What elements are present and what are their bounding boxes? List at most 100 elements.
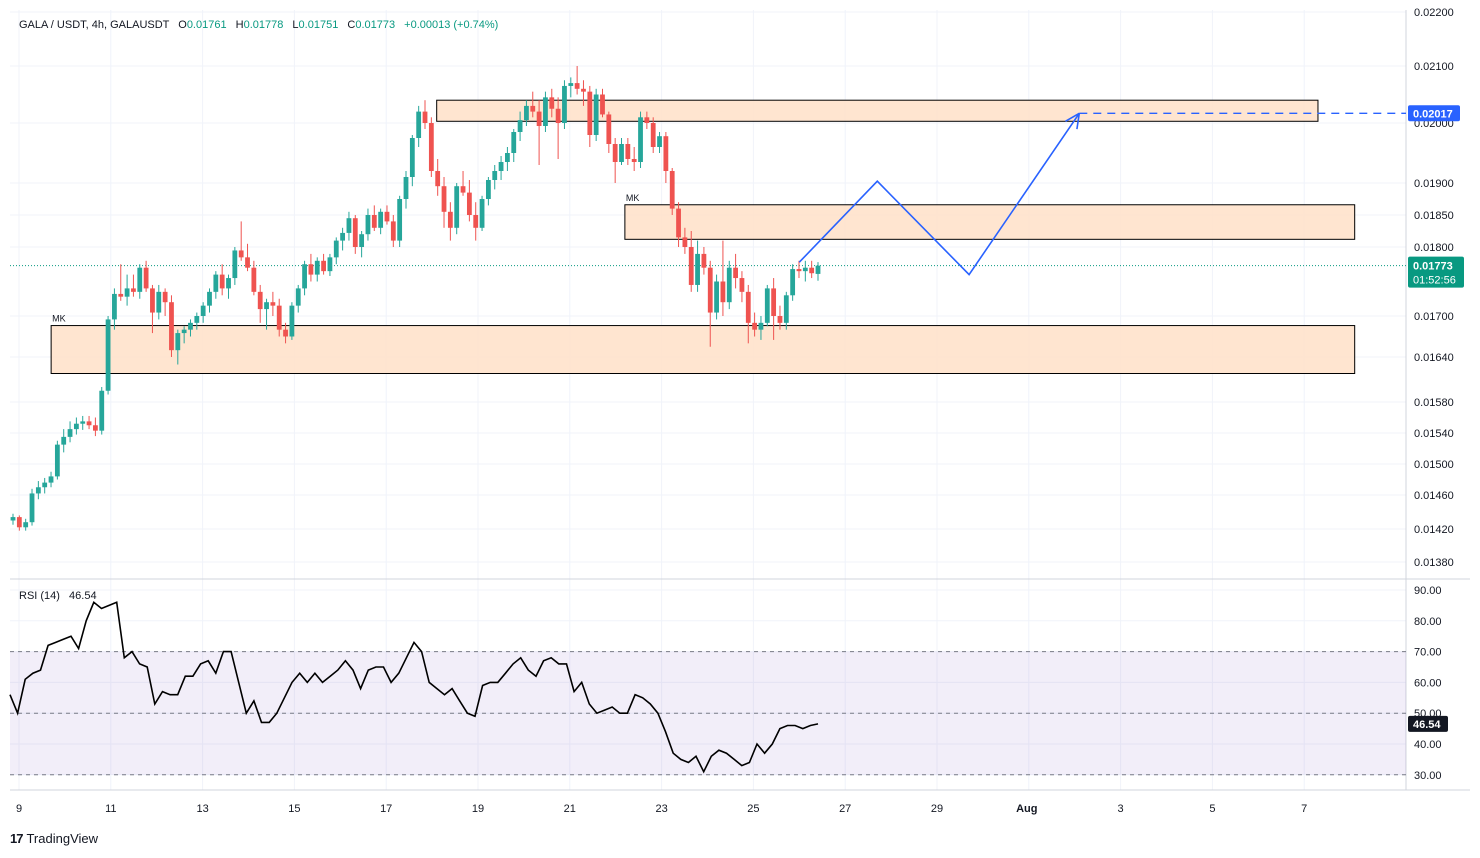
candle-body (657, 136, 662, 147)
candle-body (676, 208, 681, 238)
low-value: 0.01751 (299, 19, 339, 31)
candle-body (777, 316, 783, 323)
price-tick-label: 0.01420 (1414, 524, 1454, 536)
rsi-name: RSI (14) (19, 590, 60, 602)
candle-body (809, 267, 815, 274)
candle-body (441, 186, 447, 212)
time-tick-label: 27 (839, 803, 851, 815)
candle-body (169, 302, 174, 351)
candle-body (112, 293, 117, 320)
axes: 0.022000.021000.020000.019000.018500.018… (16, 7, 1454, 815)
candle-body (466, 192, 472, 215)
candle-body (54, 444, 60, 477)
time-tick-label: 15 (288, 803, 300, 815)
candle-body (688, 247, 694, 285)
candle-body (403, 177, 409, 199)
candle-body (131, 288, 136, 292)
time-tick-label: 23 (655, 803, 667, 815)
supply-demand-zone (624, 204, 1356, 240)
candle-body (612, 144, 618, 162)
candle-body (460, 186, 466, 193)
candle-body (720, 281, 726, 303)
rsi-line (9, 601, 819, 774)
candle-body (606, 114, 612, 144)
candle-body (745, 291, 751, 323)
zones: MK MK (50, 99, 1356, 375)
candle-body (283, 329, 288, 337)
candle-body (270, 302, 276, 306)
candle-body (517, 120, 523, 132)
candle-body (593, 94, 599, 135)
candle-body (473, 215, 479, 228)
tradingview-brand: 17 TradingView (10, 831, 98, 846)
supply-demand-zone (50, 325, 1356, 375)
time-tick-label: 25 (747, 803, 759, 815)
candle-body (137, 267, 143, 292)
candle-body (99, 390, 105, 431)
candle-body (581, 88, 586, 92)
candle-body (796, 269, 802, 272)
candle-body (302, 264, 307, 289)
candle-body (650, 123, 656, 147)
time-tick-label: 21 (564, 803, 576, 815)
price-tick-label: 0.01800 (1414, 242, 1454, 254)
candle-body (555, 108, 561, 123)
candle-body (562, 85, 567, 123)
symbol-title: GALA / USDT, 4h, GALAUSDT (19, 19, 170, 31)
symbol-legend: GALA / USDT, 4h, GALAUSDT O0.01761 H0.01… (19, 19, 498, 31)
candle-body (384, 211, 390, 222)
projection-arrowhead (1076, 113, 1081, 130)
price-tick-label: 0.01460 (1414, 490, 1454, 502)
candle-body (23, 522, 29, 528)
candle-body (454, 186, 460, 228)
time-tick-label: 9 (16, 803, 22, 815)
price-tick-label: 0.02200 (1414, 7, 1454, 19)
candle-body (600, 94, 605, 115)
price-tick-label: 0.01640 (1414, 352, 1454, 364)
candle-body (295, 288, 301, 306)
candle-body (105, 319, 111, 391)
candle-body (118, 293, 124, 297)
price-tick-label: 0.01540 (1414, 428, 1454, 440)
candle-body (308, 264, 314, 275)
close-label: C (347, 19, 355, 31)
candle-body (783, 295, 789, 323)
candle-body (701, 253, 707, 268)
candle-body (574, 83, 580, 89)
candle-body (378, 211, 384, 228)
tradingview-name: TradingView (26, 831, 99, 846)
candle-body (61, 436, 67, 445)
projection-line (798, 112, 1080, 276)
rsi-legend-value: 46.54 (69, 590, 97, 602)
candle-body (67, 429, 73, 437)
candle-body (707, 267, 713, 313)
time-tick-label: Aug (1016, 803, 1037, 815)
candle-body (207, 291, 212, 306)
candle-body (524, 105, 529, 121)
time-tick-label: 13 (196, 803, 208, 815)
candle-body (530, 105, 536, 112)
candle-body (435, 171, 441, 187)
candle-body (245, 257, 250, 268)
candle-body (289, 305, 295, 337)
candle-body (42, 482, 48, 488)
rsi-tick-label: 80.00 (1414, 616, 1442, 628)
candle-body (619, 144, 624, 162)
candle-body (251, 267, 257, 292)
zone-label: MK (626, 193, 640, 203)
rsi-tick-label: 30.00 (1414, 770, 1442, 782)
candle-body (150, 288, 155, 313)
projection-path (798, 112, 1406, 276)
candle-body (327, 257, 333, 272)
candle-body (346, 218, 352, 233)
rsi-band (10, 651, 1406, 776)
rsi-tick-label: 90.00 (1414, 585, 1442, 597)
candle-body (695, 253, 700, 285)
candle-body (447, 211, 453, 228)
projection-arrowhead (1065, 112, 1080, 122)
candle-body (669, 171, 675, 209)
candle-body (80, 421, 86, 424)
rsi-series-line (9, 601, 819, 774)
candle-body (416, 111, 422, 138)
